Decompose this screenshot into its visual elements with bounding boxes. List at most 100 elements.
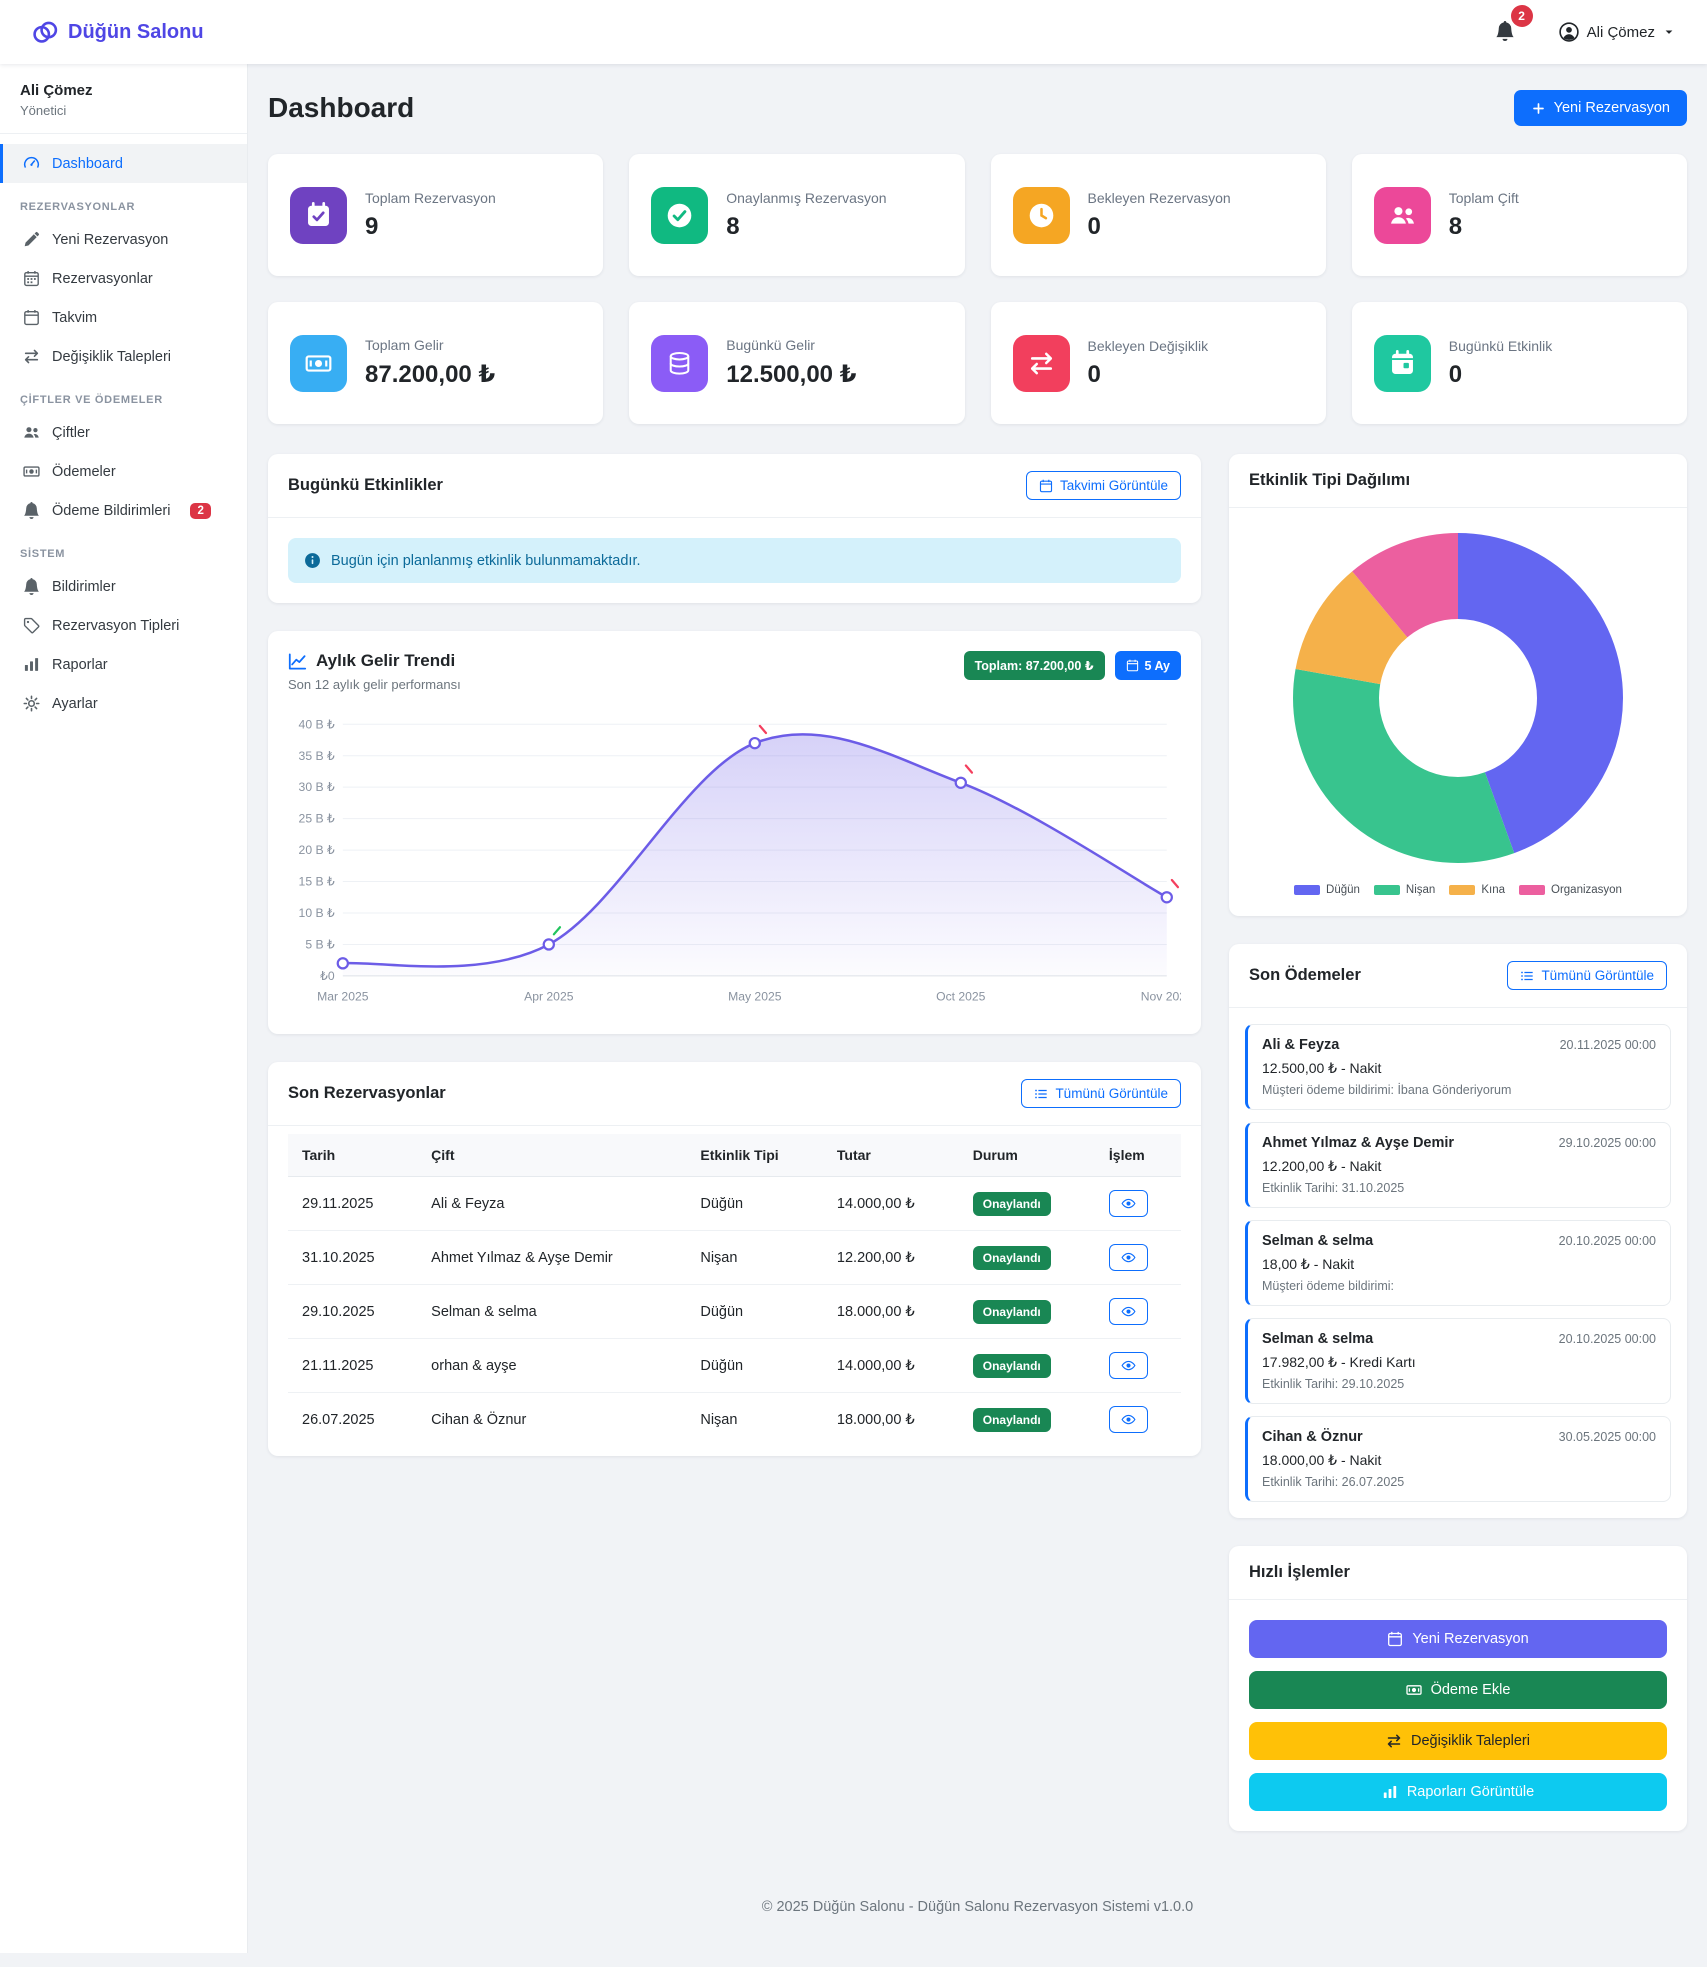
- quick-actions-title: Hızlı İşlemler: [1249, 1563, 1350, 1581]
- stat-icon-tile: [651, 334, 709, 392]
- view-reservation-button[interactable]: [1108, 1190, 1148, 1218]
- cell-date: 31.10.2025: [288, 1230, 418, 1286]
- sidebar-item-reservation-types[interactable]: Rezervasyon Tipleri: [0, 606, 247, 645]
- quick-action-label: Raporları Görüntüle: [1406, 1784, 1535, 1800]
- quick-action-new-reservation-button[interactable]: Yeni Rezervasyon: [1249, 1620, 1667, 1658]
- stat-icon-tile: [290, 186, 347, 244]
- payment-item: Selman & selma 20.10.2025 00:00 18,00 ₺ …: [1245, 1220, 1671, 1306]
- user-menu[interactable]: Ali Çömez: [1553, 21, 1681, 43]
- revenue-trend-card: Aylık Gelir Trendi Son 12 aylık gelir pe…: [268, 631, 1201, 1035]
- table-row: 29.10.2025 Selman & selma Düğün 18.000,0…: [288, 1284, 1181, 1340]
- stat-value: 0: [1087, 360, 1101, 388]
- payment-couple: Selman & selma: [1262, 1233, 1374, 1249]
- calendar-icon: [1387, 1631, 1403, 1647]
- cell-event-type: Düğün: [686, 1284, 823, 1340]
- stat-label: Onaylanmış Rezervasyon: [726, 189, 887, 206]
- view-all-reservations-button[interactable]: Tümünü Görüntüle: [1021, 1079, 1181, 1109]
- recent-reservations-title: Son Rezervasyonlar: [288, 1084, 446, 1103]
- people-icon: [23, 424, 40, 441]
- new-reservation-button[interactable]: Yeni Rezervasyon: [1513, 90, 1687, 126]
- sidebar-item-change-requests[interactable]: Değişiklik Talepleri: [0, 337, 247, 376]
- stats-grid: Toplam Rezervasyon 9 Onaylanmış Rezervas…: [268, 154, 1687, 424]
- stat-label: Toplam Rezervasyon: [365, 189, 496, 206]
- pencil-icon: [23, 231, 40, 248]
- view-reservation-button[interactable]: [1108, 1406, 1148, 1434]
- cell-amount: 14.000,00 ₺: [822, 1176, 959, 1232]
- payment-couple: Cihan & Öznur: [1262, 1429, 1363, 1445]
- view-all-payments-button[interactable]: Tümünü Görüntüle: [1507, 961, 1667, 990]
- status-badge: Onaylandı: [972, 1353, 1051, 1378]
- sidebar-item-reservations[interactable]: Rezervasyonlar: [0, 259, 247, 298]
- view-reservation-button[interactable]: [1108, 1352, 1148, 1380]
- eye-icon: [1121, 1358, 1136, 1373]
- quick-action-add-payment-button[interactable]: Ödeme Ekle: [1249, 1671, 1667, 1709]
- legend-item-kina: Kına: [1449, 884, 1505, 896]
- reservations-table: Tarih Çift Etkinlik Tipi Tutar Durum İşl…: [288, 1134, 1181, 1446]
- sidebar-item-payment-notifications[interactable]: Ödeme Bildirimleri 2: [0, 491, 247, 530]
- quick-action-change-requests-button[interactable]: Değişiklik Talepleri: [1249, 1722, 1667, 1760]
- view-all-reservations-label: Tümünü Görüntüle: [1055, 1086, 1168, 1102]
- payment-note: Müşteri ödeme bildirimi:: [1262, 1279, 1394, 1293]
- stat-label: Toplam Gelir: [365, 337, 444, 353]
- cell-couple: orhan & ayşe: [417, 1338, 687, 1394]
- stat-icon-tile: [290, 334, 347, 392]
- view-reservation-button[interactable]: [1108, 1298, 1148, 1326]
- sidebar-item-couples[interactable]: Çiftler: [0, 413, 247, 452]
- sidebar-user-role: Yönetici: [20, 103, 67, 118]
- new-reservation-label: Yeni Rezervasyon: [1553, 100, 1670, 116]
- svg-text:25 B ₺: 25 B ₺: [299, 812, 335, 826]
- sidebar-item-reports[interactable]: Raporlar: [0, 645, 247, 684]
- stat-label: Bugünkü Gelir: [726, 337, 815, 353]
- sidebar-item-notifications[interactable]: Bildirimler: [0, 567, 247, 606]
- calendar-grid-icon: [23, 270, 40, 287]
- no-events-message: Bugün için planlanmış etkinlik bulunmama…: [331, 552, 641, 569]
- stat-card-pending-reservations: Bekleyen Rezervasyon 0: [990, 154, 1326, 276]
- sidebar-item-payments[interactable]: Ödemeler: [0, 452, 247, 491]
- legend-label: Organizasyon: [1551, 884, 1622, 896]
- sidebar-item-label: Rezervasyonlar: [52, 270, 153, 287]
- svg-text:₺0: ₺0: [320, 969, 335, 983]
- sidebar-item-settings[interactable]: Ayarlar: [0, 684, 247, 723]
- legend-swatch: [1373, 885, 1400, 895]
- sidebar-user-block: Ali Çömez Yönetici: [0, 64, 247, 134]
- user-name: Ali Çömez: [1586, 23, 1655, 41]
- bell-icon: [23, 502, 40, 519]
- payment-datetime: 29.10.2025 00:00: [1558, 1136, 1656, 1150]
- legend-swatch: [1294, 885, 1321, 895]
- svg-text:10 B ₺: 10 B ₺: [299, 906, 335, 920]
- notifications-button[interactable]: 2: [1491, 4, 1533, 48]
- sidebar-item-new-reservation[interactable]: Yeni Rezervasyon: [0, 220, 247, 259]
- total-revenue-badge: Toplam: 87.200,00 ₺: [963, 651, 1105, 680]
- people-icon: [1389, 202, 1416, 229]
- legend-label: Düğün: [1326, 884, 1360, 896]
- payment-note: Etkinlik Tarihi: 26.07.2025: [1262, 1475, 1405, 1489]
- legend-swatch: [1449, 885, 1476, 895]
- sidebar-item-dashboard[interactable]: Dashboard: [0, 144, 247, 183]
- table-row: 21.11.2025 orhan & ayşe Düğün 14.000,00 …: [288, 1338, 1181, 1394]
- calendar-icon: [23, 309, 40, 326]
- view-calendar-button[interactable]: Takvimi Görüntüle: [1025, 471, 1181, 500]
- sidebar-item-label: Değişiklik Talepleri: [52, 348, 172, 365]
- svg-text:15 B ₺: 15 B ₺: [299, 875, 335, 889]
- svg-text:35 B ₺: 35 B ₺: [299, 749, 335, 763]
- stat-icon-tile: [1373, 186, 1431, 244]
- calendar-icon: [1039, 479, 1053, 493]
- bell-icon: [1495, 20, 1515, 41]
- quick-action-view-reports-button[interactable]: Raporları Görüntüle: [1249, 1773, 1667, 1811]
- view-calendar-label: Takvimi Görüntüle: [1059, 478, 1168, 493]
- quick-action-label: Değişiklik Talepleri: [1410, 1733, 1530, 1749]
- sidebar-item-calendar[interactable]: Takvim: [0, 298, 247, 337]
- event-type-donut-chart: [1293, 533, 1623, 863]
- payment-item: Cihan & Öznur 30.05.2025 00:00 18.000,00…: [1245, 1416, 1671, 1502]
- quick-action-label: Yeni Rezervasyon: [1412, 1631, 1529, 1647]
- table-row: 31.10.2025 Ahmet Yılmaz & Ayşe Demir Niş…: [288, 1230, 1181, 1286]
- months-filter-badge[interactable]: 5 Ay: [1114, 651, 1181, 680]
- today-events-card: Bugünkü Etkinlikler Takvimi Görüntüle Bu…: [268, 454, 1201, 603]
- svg-text:Mar 2025: Mar 2025: [317, 989, 369, 1003]
- table-row: 29.11.2025 Ali & Feyza Düğün 14.000,00 ₺…: [288, 1176, 1181, 1232]
- app-logo[interactable]: Düğün Salonu: [26, 18, 210, 46]
- svg-text:40 B ₺: 40 B ₺: [299, 717, 335, 731]
- cell-event-type: Düğün: [686, 1176, 823, 1232]
- tag-icon: [23, 617, 40, 634]
- view-reservation-button[interactable]: [1108, 1244, 1148, 1272]
